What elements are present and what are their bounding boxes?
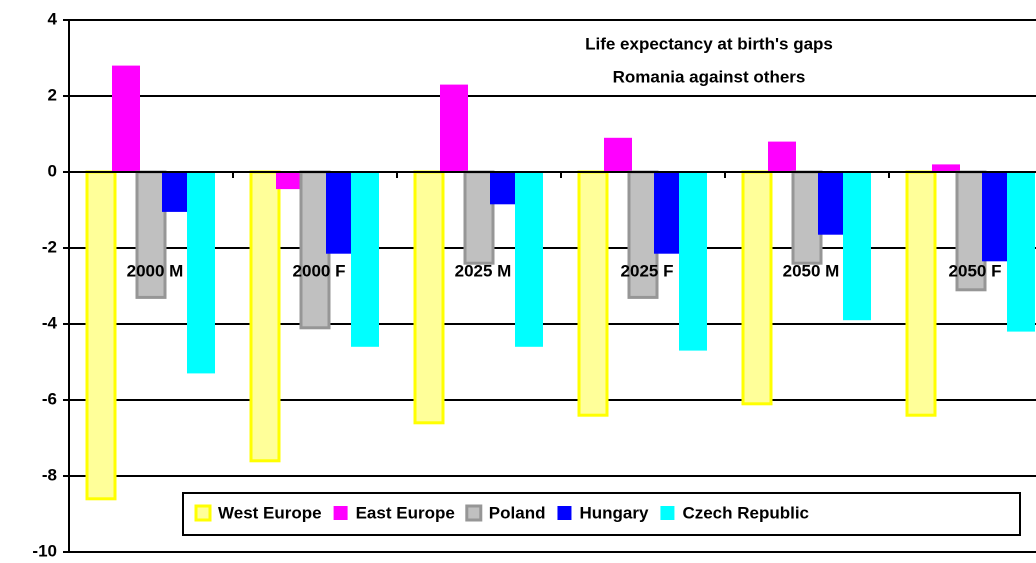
- legend-swatch: [465, 504, 483, 522]
- x-tick-label: 2050 M: [783, 261, 840, 280]
- y-tick-label: -6: [42, 389, 57, 408]
- bar: [955, 170, 987, 292]
- bar: [515, 172, 543, 347]
- x-tick-label: 2050 F: [949, 261, 1002, 280]
- y-tick-label: 2: [48, 85, 57, 104]
- legend-label: Czech Republic: [682, 503, 809, 522]
- legend-swatch: [557, 506, 572, 520]
- bar: [768, 141, 796, 172]
- chart-title: Life expectancy at birth's gaps: [585, 34, 833, 53]
- plot-area: 2000 M 2000 F 2025 M 2025 F 2050 M 2050 F: [69, 19, 1036, 553]
- bar: [463, 170, 495, 265]
- legend-label: Poland: [489, 503, 546, 522]
- legend-label: West Europe: [218, 503, 322, 522]
- legend-swatch: [333, 506, 348, 520]
- bar: [112, 65, 140, 172]
- bar: [276, 172, 304, 190]
- bar: [604, 137, 632, 172]
- bar: [1007, 172, 1035, 332]
- chart-subtitle: Romania against others: [613, 67, 806, 86]
- bar: [818, 172, 846, 235]
- y-tick-label: -4: [42, 313, 58, 332]
- x-tick-label: 2000 M: [127, 261, 184, 280]
- legend-swatch: [660, 506, 675, 520]
- y-tick-label: 0: [48, 161, 57, 180]
- bar: [326, 172, 354, 254]
- bar: [490, 172, 518, 205]
- x-tick-label: 2000 F: [293, 261, 346, 280]
- legend-swatch: [194, 504, 212, 522]
- bar: [299, 170, 331, 330]
- bar: [351, 172, 379, 347]
- y-tick-label: -8: [42, 465, 57, 484]
- bar: [982, 172, 1010, 262]
- y-tick-label: 4: [48, 9, 58, 28]
- x-tick-label: 2025 F: [621, 261, 674, 280]
- bar: [791, 170, 823, 265]
- bar: [440, 84, 468, 172]
- bar: [843, 172, 871, 321]
- legend-label: Hungary: [579, 503, 649, 522]
- bar: [187, 172, 215, 374]
- bar: [905, 170, 937, 417]
- bar: [654, 172, 682, 254]
- bar: [932, 164, 960, 172]
- legend-box: [182, 492, 1021, 536]
- bar: [741, 170, 773, 406]
- y-tick-label: -10: [32, 541, 57, 560]
- x-tick-label: 2025 M: [455, 261, 512, 280]
- y-tick-label: -2: [42, 237, 57, 256]
- bar: [85, 170, 117, 501]
- bar: [249, 170, 281, 463]
- bar: [577, 170, 609, 417]
- bar: [413, 170, 445, 425]
- bar: [162, 172, 190, 212]
- legend-label: East Europe: [356, 503, 455, 522]
- bar: [679, 172, 707, 351]
